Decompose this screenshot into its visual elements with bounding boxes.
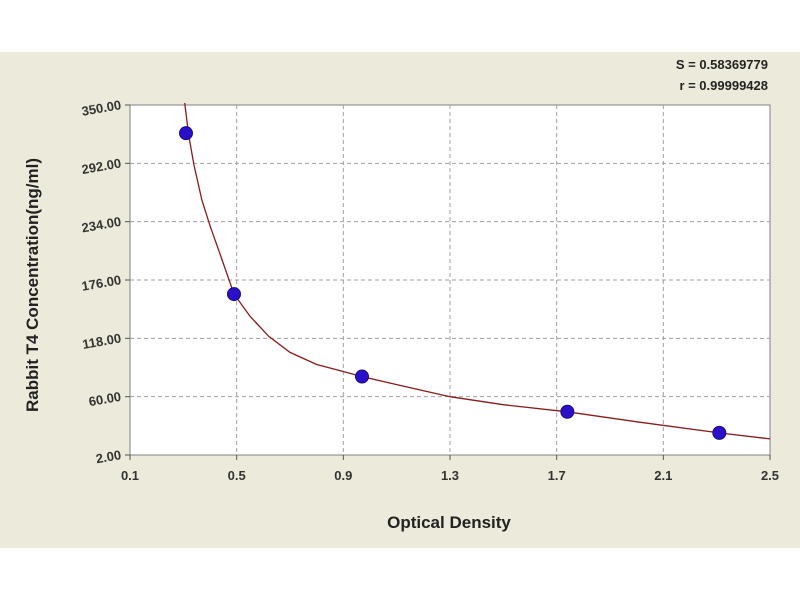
x-tick-label: 2.5 [761, 468, 779, 483]
x-tick-label: 0.9 [334, 468, 352, 483]
stat-s-value: S = 0.58369779 [676, 57, 768, 72]
x-tick-label: 2.1 [654, 468, 672, 483]
data-point [355, 369, 369, 384]
data-points [179, 126, 727, 440]
grid [130, 105, 770, 455]
x-tick-label: 1.7 [548, 468, 566, 483]
y-tick-label: 176.00 [80, 272, 122, 294]
x-axis-ticks: 0.1 0.5 0.9 1.3 1.7 2.1 2.5 [121, 455, 779, 483]
fit-curve [184, 102, 771, 440]
y-tick-label: 118.00 [81, 330, 122, 352]
data-point [560, 404, 575, 419]
x-tick-label: 0.5 [228, 468, 246, 483]
y-tick-label: 2.00 [95, 447, 123, 466]
y-tick-label: 350.00 [80, 97, 122, 119]
y-tick-label: 60.00 [88, 389, 123, 409]
data-point [227, 287, 241, 302]
y-tick-label: 292.00 [80, 155, 122, 177]
data-point [179, 126, 193, 141]
y-axis-label: Rabbit T4 Concentration(ng/ml) [23, 158, 42, 412]
x-tick-label: 0.1 [121, 468, 139, 483]
stat-r-value: r = 0.99999428 [679, 78, 768, 93]
y-axis-ticks: 350.00 292.00 234.00 176.00 118.00 60.00 2.00 [80, 97, 130, 466]
x-axis-label: Optical Density [387, 513, 511, 532]
data-point [712, 425, 727, 440]
y-tick-label: 234.00 [80, 214, 122, 236]
x-tick-label: 1.3 [441, 468, 459, 483]
